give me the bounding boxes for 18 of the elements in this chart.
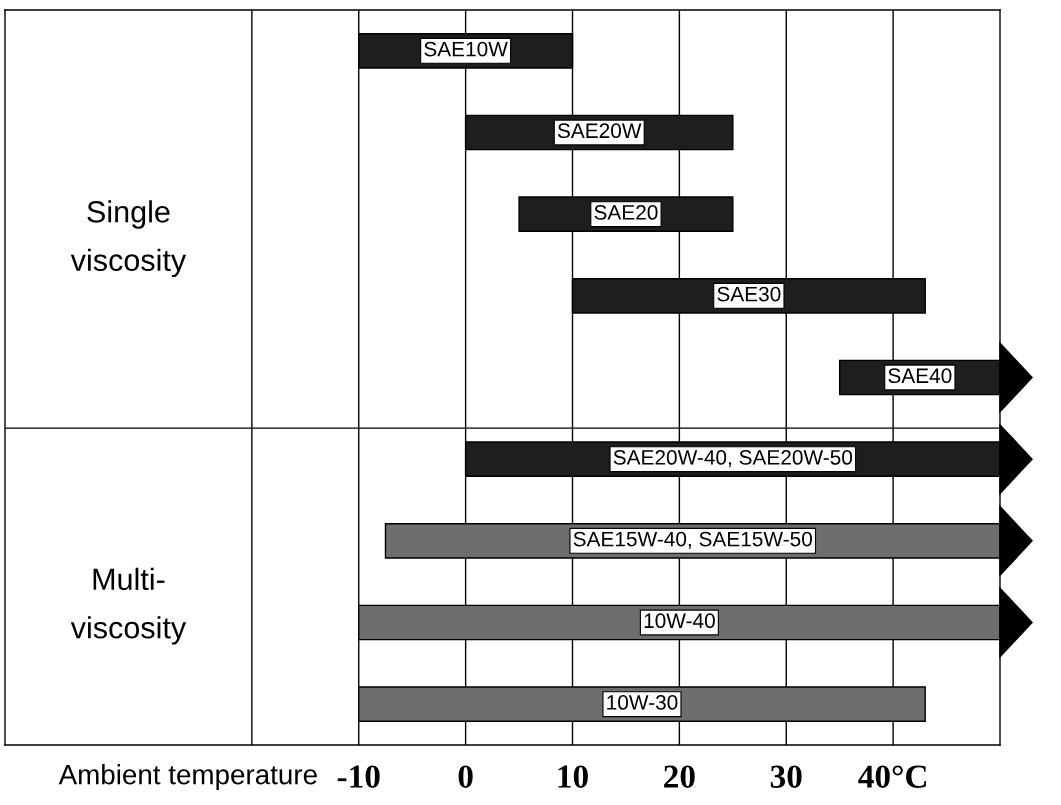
y-tick-label: SAE30 <box>717 286 781 302</box>
y-tick-label: 10W-30 <box>607 695 678 710</box>
x-axis-title: Ambient temperature <box>58 764 317 790</box>
y-tick-label: SAE40 <box>888 368 952 384</box>
y-tick-label: SAE20 <box>594 205 658 220</box>
x-tick-label: 0 <box>458 765 473 788</box>
y-tick-label: SAE15W-40, SAE15W-50 <box>573 531 812 549</box>
x-tick-label: 10 <box>558 765 588 788</box>
y-tick-label: 10W-40 <box>644 613 715 629</box>
annotation: Single viscosity <box>70 200 187 278</box>
annotation: Multi- viscosity <box>70 567 187 645</box>
x-tick-label: 40°C <box>858 765 926 788</box>
y-tick-label: SAE20W <box>557 123 642 139</box>
x-tick-label: 20 <box>664 765 695 788</box>
x-tick-label: -10 <box>337 765 380 788</box>
x-tick-label: 30 <box>770 765 802 788</box>
y-tick-label: SAE10W <box>424 41 508 57</box>
y-tick-label: SAE20W-40, SAE20W-50 <box>613 450 853 468</box>
